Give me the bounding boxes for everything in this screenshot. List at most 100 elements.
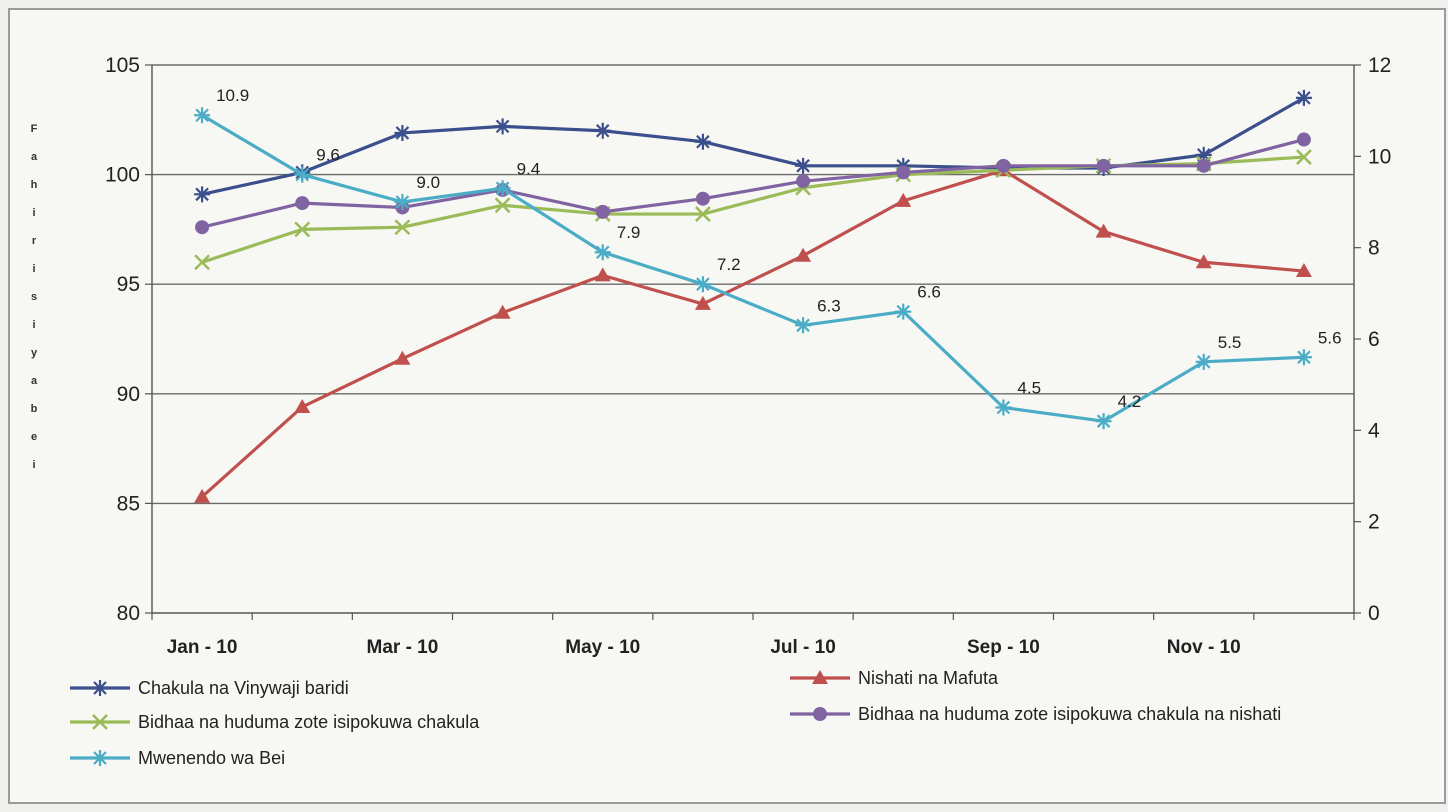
y-axis-title-letter: i (32, 459, 35, 471)
series-0 (194, 89, 1312, 203)
line-chart: 80 85 90 95 100 105 0 2 4 6 8 10 12 Jan - 10 Mar - 10 M… (31, 54, 1392, 768)
series-marker (92, 714, 108, 730)
series-marker (1196, 158, 1211, 173)
series-marker (1195, 146, 1212, 163)
series-marker (695, 206, 711, 222)
series-line (201, 155, 1305, 264)
series-marker (294, 166, 311, 183)
data-labels: 10.9 9.6 9.0 9.4 7.9 7.2 6.3 6.6 4.5 4.2 5.5 5.6 (216, 86, 1341, 411)
y-axis-title: Fa h i r i s i y a b e i (31, 123, 38, 471)
series-marker (394, 350, 411, 365)
series-marker (695, 191, 710, 206)
series-2 (194, 149, 1312, 271)
left-axis-tick-label: 85 (117, 492, 140, 515)
series-marker (813, 707, 827, 721)
series-marker (1295, 89, 1312, 106)
series-marker (694, 295, 711, 310)
series-marker (294, 398, 311, 413)
axes: 80 85 90 95 100 105 0 2 4 6 8 10 12 Jan - 10 Mar - 10 M… (105, 54, 1391, 658)
legend-item: Nishati na Mafuta (790, 668, 999, 688)
data-label: 4.2 (1118, 392, 1142, 411)
x-axis-tick-label: Sep - 10 (967, 637, 1040, 658)
x-axis-tick-label: Mar - 10 (367, 637, 439, 658)
series-marker (1296, 149, 1312, 165)
series-marker (896, 165, 911, 180)
data-label: 9.4 (517, 159, 541, 178)
right-axis-tick-label: 12 (1368, 54, 1391, 77)
series-4 (194, 107, 1312, 430)
data-label: 10.9 (216, 86, 249, 105)
series-marker (394, 194, 411, 210)
series-line (201, 96, 1305, 196)
left-axis-tick-label: 105 (105, 54, 140, 77)
series-marker (194, 186, 211, 203)
right-axis-tick-label: 2 (1368, 511, 1380, 534)
y-axis-title-letter: r (32, 235, 37, 247)
data-label: 6.6 (917, 283, 941, 302)
series-marker (194, 254, 210, 271)
series-marker (694, 133, 711, 150)
y-axis-title-letter: b (31, 403, 38, 415)
data-label: 9.0 (416, 173, 440, 192)
series-marker (295, 196, 310, 211)
series-marker (92, 680, 108, 696)
series-marker (795, 317, 812, 334)
series-marker (1295, 263, 1312, 278)
left-axis-tick-label: 95 (117, 273, 140, 296)
series-1 (194, 162, 1312, 503)
y-axis-title-letter: y (31, 347, 38, 359)
y-axis-title-letter: i (32, 263, 35, 275)
y-axis-title-letter: i (32, 207, 35, 219)
legend-label: Nishati na Mafuta (858, 668, 999, 688)
series-marker (995, 399, 1012, 416)
series-marker (1095, 413, 1112, 430)
data-label: 5.5 (1218, 333, 1242, 352)
series-marker (1095, 223, 1112, 238)
legend-label: Chakula na Vinywaji baridi (138, 678, 349, 698)
left-axis-tick-label: 100 (105, 164, 140, 187)
right-axis-tick-label: 6 (1368, 328, 1380, 351)
y-axis-title-letter: h (31, 179, 38, 191)
left-axis-tick-label: 90 (117, 383, 140, 406)
series-marker (494, 304, 511, 319)
x-axis-tick-label: Nov - 10 (1167, 637, 1241, 658)
series-marker (494, 180, 511, 197)
x-axis-tick-label: Jul - 10 (770, 637, 835, 658)
series-marker (796, 174, 811, 189)
series-marker (494, 197, 511, 214)
series-marker (594, 122, 611, 139)
series-marker (1295, 349, 1312, 366)
right-axis-tick-label: 8 (1368, 237, 1380, 260)
right-axis-tick-label: 4 (1368, 419, 1380, 442)
series-marker (594, 267, 611, 282)
series-marker (194, 488, 211, 503)
series-marker (694, 276, 711, 293)
legend-item: Bidhaa na huduma zote isipokuwa chakula … (790, 704, 1281, 724)
series-line (201, 113, 1304, 423)
series-marker (92, 750, 108, 766)
right-axis-tick-label: 10 (1368, 145, 1391, 168)
series-marker (795, 247, 812, 262)
left-axis-tick-label: 80 (117, 602, 140, 625)
series-marker (1195, 254, 1212, 269)
series-marker (812, 670, 828, 684)
legend-item: Bidhaa na huduma zote isipokuwa chakula (70, 712, 480, 732)
legend-label: Bidhaa na huduma zote isipokuwa chakula … (858, 704, 1281, 724)
legend-item: Chakula na Vinywaji baridi (70, 678, 349, 698)
series-lines (194, 89, 1312, 503)
data-label: 7.9 (617, 223, 641, 242)
legend-item: Mwenendo wa Bei (70, 748, 285, 768)
right-axis-tick-label: 0 (1368, 602, 1380, 625)
y-axis-title-letter: a (31, 151, 38, 163)
series-line (201, 168, 1305, 499)
legend: Chakula na Vinywaji baridi Nishati na Maf… (70, 668, 1281, 768)
series-marker (195, 220, 210, 235)
series-line (201, 137, 1305, 229)
series-marker (996, 158, 1011, 173)
series-marker (1195, 353, 1212, 370)
series-marker (1096, 158, 1111, 173)
y-axis-title-letter: s (31, 291, 37, 303)
y-axis-title-letter: F (31, 123, 38, 135)
data-label: 7.2 (717, 255, 741, 274)
series-marker (394, 219, 411, 236)
